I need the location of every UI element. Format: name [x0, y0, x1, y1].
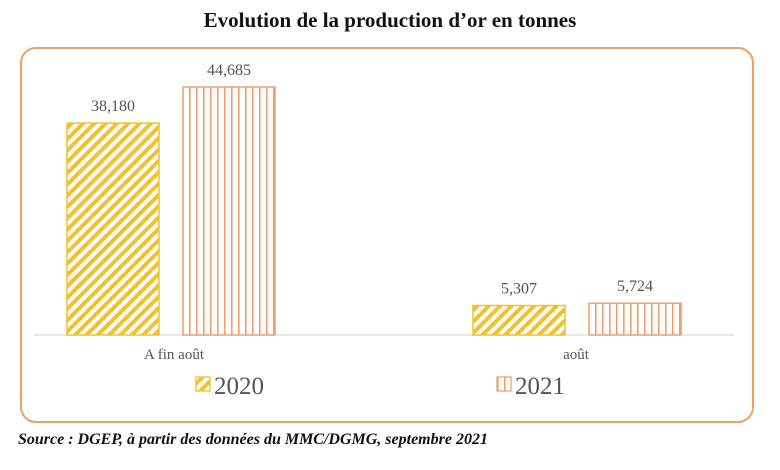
- chart-title: Evolution de la production d’or en tonne…: [203, 8, 577, 32]
- bar-2021-1: [588, 302, 682, 336]
- legend-label-2021: 2021: [515, 373, 565, 400]
- category-label-1: août: [563, 347, 590, 363]
- data-label-2021-1: 5,724: [617, 278, 653, 295]
- bar-2020-1: [472, 304, 566, 336]
- bar-2020-0: [66, 122, 160, 336]
- legend-swatch-2021: [496, 376, 512, 392]
- chart-frame: [20, 47, 754, 423]
- legend-label-2020: 2020: [214, 373, 264, 400]
- bar-2021-0: [182, 86, 276, 336]
- legend-swatch-2020: [195, 376, 211, 392]
- category-label-0: A fin août: [144, 347, 205, 363]
- data-label-2020-1: 5,307: [501, 281, 537, 298]
- data-label-2020-0: 38,180: [91, 98, 135, 115]
- source-note: Source : DGEP, à partir des données du M…: [18, 431, 488, 448]
- data-label-2021-0: 44,685: [207, 62, 251, 79]
